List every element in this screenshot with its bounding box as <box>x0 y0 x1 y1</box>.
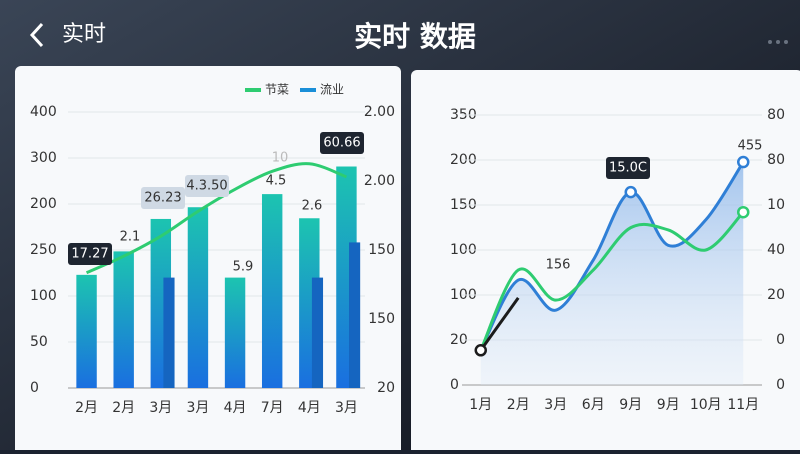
y-tick-label: 0 <box>776 332 785 348</box>
x-tick-label: 3月 <box>149 400 172 416</box>
y-tick-label: 300 <box>30 150 57 166</box>
data-label: 2.6 <box>302 199 323 214</box>
y-tick-label: 250 <box>30 242 57 258</box>
back-label[interactable]: 实时 <box>62 22 106 47</box>
label-box <box>606 157 650 179</box>
x-tick-label: 4月 <box>298 400 321 416</box>
bar <box>163 277 175 388</box>
y-tick-label: 2.00 <box>364 104 395 120</box>
x-tick-label: 2月 <box>507 397 530 413</box>
y-tick-label: 2.00 <box>364 173 395 189</box>
y-tick-label: 20 <box>450 332 468 348</box>
x-tick-label: 2月 <box>112 400 135 416</box>
back-arrow[interactable] <box>29 22 44 48</box>
x-tick-label: 3月 <box>544 397 567 413</box>
line <box>479 161 745 351</box>
data-label: 4.3.50 <box>186 179 227 194</box>
bar <box>76 274 97 388</box>
y-tick-label: 0 <box>30 380 39 396</box>
bar <box>187 207 209 388</box>
data-label: 455 <box>738 139 763 154</box>
x-tick-label: 7月 <box>261 400 284 416</box>
label-box <box>141 187 185 209</box>
y-tick-label: 20 <box>377 380 395 396</box>
y-tick-label: 80 <box>767 152 785 168</box>
y-tick-label: 80 <box>767 107 785 123</box>
data-label: 26.23 <box>144 191 181 206</box>
point-marker <box>737 205 750 219</box>
point-marker <box>474 344 487 357</box>
x-tick-label: 1月 <box>469 397 492 413</box>
data-label: 5.9 <box>233 260 254 275</box>
y-tick-label: 100 <box>30 288 57 304</box>
y-tick-label: 50 <box>30 334 48 350</box>
data-label: 10 <box>272 151 289 166</box>
data-label: 17.27 <box>71 247 108 262</box>
y-tick-label: 0 <box>776 377 785 393</box>
x-tick-label: 9月 <box>619 397 642 413</box>
y-tick-label: 20 <box>767 287 785 303</box>
y-tick-label: 200 <box>30 196 57 212</box>
x-tick-label: 9月 <box>657 397 680 413</box>
line <box>479 211 745 351</box>
x-tick-label: 10月 <box>690 397 722 413</box>
data-label: 15.0C <box>609 161 647 176</box>
y-tick-label: 150 <box>368 311 395 327</box>
data-label: 60.66 <box>323 136 360 151</box>
label-box <box>320 132 364 154</box>
bar <box>261 194 283 388</box>
legend-label: 节菜 <box>265 83 289 97</box>
bar <box>113 251 134 388</box>
data-label: 4.5 <box>266 174 287 189</box>
line <box>85 162 347 275</box>
y-tick-label: 10 <box>767 197 785 213</box>
area <box>480 162 744 385</box>
more-menu[interactable] <box>768 40 788 44</box>
x-tick-label: 6月 <box>582 397 605 413</box>
y-tick-label: 40 <box>767 242 785 258</box>
data-label: 2.1 <box>120 230 141 245</box>
label-box <box>68 243 112 265</box>
bar <box>311 277 324 388</box>
point-marker <box>737 155 750 169</box>
bar <box>224 277 246 388</box>
y-tick-label: 400 <box>30 104 57 120</box>
data-label: 156 <box>546 258 571 273</box>
x-tick-label: 3月 <box>335 400 358 416</box>
x-tick-label: 3月 <box>186 400 209 416</box>
legend-label: 流业 <box>320 83 344 97</box>
x-tick-label: 11月 <box>727 397 759 413</box>
page-title: 实时 数据 <box>354 20 476 53</box>
y-tick-label: 0 <box>450 377 459 393</box>
point-marker <box>624 185 637 199</box>
bar <box>349 242 361 388</box>
x-tick-label: 2月 <box>75 400 98 416</box>
x-tick-label: 4月 <box>224 400 247 416</box>
label-box <box>185 175 229 197</box>
y-tick-label: 150 <box>368 242 395 258</box>
